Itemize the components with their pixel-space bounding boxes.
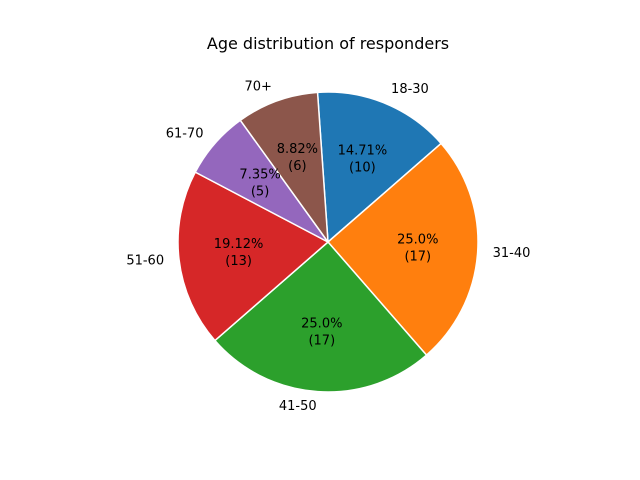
pie-slice-18-30 <box>316 91 442 243</box>
pie-slices <box>177 91 479 393</box>
pie-slice-70+ <box>239 91 329 243</box>
slice-count-61-70: (5) <box>251 184 269 199</box>
slice-label-51-60: 51-60 <box>126 254 164 269</box>
slice-percent-41-50: 25.0% <box>301 316 342 331</box>
slice-count-70+: (6) <box>288 159 306 174</box>
slice-percent-70+: 8.82% <box>277 142 318 157</box>
pie-slice-41-50 <box>214 241 428 393</box>
pie-labels: 18-30 14.71% (10) 31-40 25.0% (17) 41-50 25.0% (… <box>126 79 530 414</box>
slice-count-31-40: (17) <box>404 250 431 265</box>
slice-label-41-50: 41-50 <box>279 399 317 414</box>
chart-title: Age distribution of responders <box>207 34 449 53</box>
slice-percent-31-40: 25.0% <box>397 233 438 248</box>
slice-label-70+: 70+ <box>244 79 271 94</box>
slice-label-31-40: 31-40 <box>493 246 531 261</box>
slice-percent-51-60: 19.12% <box>214 237 264 252</box>
slice-percent-61-70: 7.35% <box>239 167 280 182</box>
slice-label-18-30: 18-30 <box>391 82 429 97</box>
slice-percent-18-30: 14.71% <box>338 143 388 158</box>
pie-slice-31-40 <box>327 142 479 356</box>
slice-count-51-60: (13) <box>225 254 252 269</box>
slice-label-61-70: 61-70 <box>166 126 204 141</box>
slice-count-18-30: (10) <box>349 160 376 175</box>
pie-slice-51-60 <box>177 171 329 342</box>
slice-count-41-50: (17) <box>308 333 335 348</box>
